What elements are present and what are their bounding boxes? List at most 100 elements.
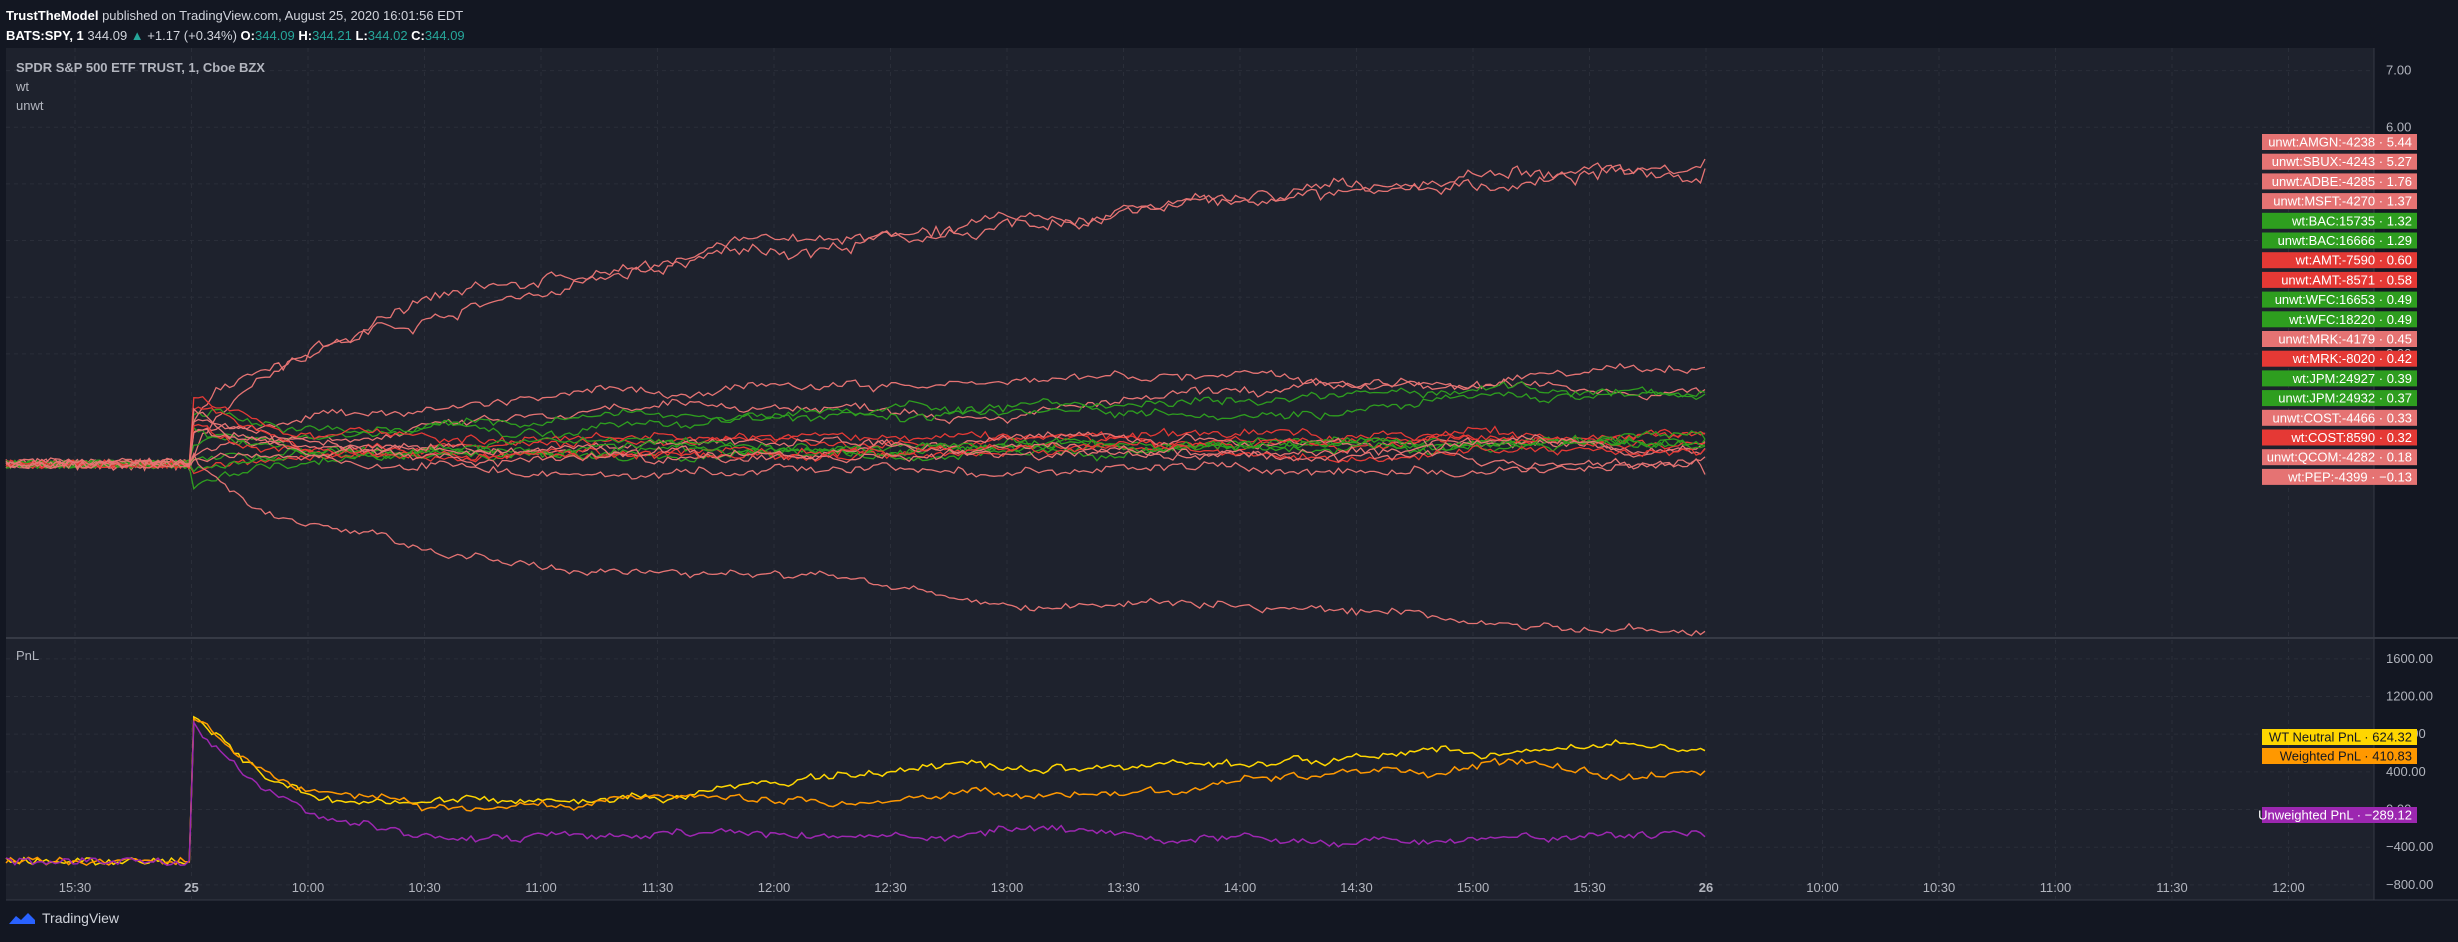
chart-header: TrustTheModel published on TradingView.c… bbox=[6, 6, 465, 46]
value-tag-text: wt:COST:8590 · 0.32 bbox=[2290, 430, 2412, 445]
y-tick-label: 400.00 bbox=[2386, 764, 2426, 779]
x-tick-label: 10:00 bbox=[292, 880, 325, 895]
main-legend-title[interactable]: SPDR S&P 500 ETF TRUST, 1, Cboe BZX bbox=[16, 60, 265, 75]
low-value: 344.02 bbox=[367, 28, 408, 43]
legend-unwt[interactable]: unwt bbox=[16, 98, 44, 113]
value-tag-text: WT Neutral PnL · 624.32 bbox=[2269, 730, 2412, 745]
value-tag-bg bbox=[2262, 429, 2417, 446]
x-tick-label: 11:00 bbox=[525, 880, 557, 895]
value-tag-unwt-wfc-16653: unwt:WFC:16653 · 0.49 bbox=[2262, 291, 2417, 308]
series-line-lower-pep bbox=[5, 452, 1706, 637]
value-tag-bg bbox=[2262, 271, 2417, 288]
value-tag-unweighted-pnl: Unweighted PnL · −289.12 bbox=[2258, 807, 2417, 823]
value-tags: unwt:AMGN:-4238 · 5.44 unwt:SBUX:-4243 · … bbox=[2258, 134, 2417, 823]
author-name[interactable]: TrustTheModel bbox=[6, 8, 99, 23]
value-tag-text: unwt:AMT:-8571 · 0.58 bbox=[2281, 272, 2412, 287]
value-tag-text: unwt:MRK:-4179 · 0.45 bbox=[2278, 332, 2412, 347]
x-tick-label: 15:30 bbox=[1573, 880, 1606, 895]
high-label: H: bbox=[298, 28, 313, 43]
grid-lines bbox=[6, 48, 2374, 899]
up-arrow-icon: ▲ bbox=[130, 28, 144, 43]
legend-wt[interactable]: wt bbox=[16, 79, 29, 94]
close-value: 344.09 bbox=[424, 28, 465, 43]
value-tag-text: unwt:BAC:16666 · 1.29 bbox=[2278, 233, 2412, 248]
price-change: +1.17 (+0.34%) bbox=[147, 28, 237, 43]
time-axis[interactable]: 15:30 25 10:00 10:30 11:00 11:30 12:00 12:30 13:… bbox=[59, 880, 2305, 895]
value-tag-wt-mrk-8020: wt:MRK:-8020 · 0.42 bbox=[2262, 350, 2417, 367]
symbol-label: BATS:SPY, 1 bbox=[6, 28, 84, 43]
value-tag-unwt-mrk-4179: unwt:MRK:-4179 · 0.45 bbox=[2262, 331, 2417, 347]
series-line-unwt-adbe-4285 bbox=[5, 362, 1706, 469]
series-lines bbox=[5, 158, 1706, 867]
tradingview-logo-icon bbox=[9, 913, 35, 924]
value-tag-text: unwt:WFC:16653 · 0.49 bbox=[2275, 292, 2412, 307]
value-tag-bg bbox=[2262, 173, 2417, 190]
y-tick-label: 6.00 bbox=[2386, 119, 2411, 134]
value-tag-bg bbox=[2262, 748, 2417, 764]
series-line-wt-cost-8590 bbox=[5, 423, 1706, 470]
value-tag-text: wt:PEP:-4399 · −0.13 bbox=[2287, 469, 2412, 484]
value-tag-text: wt:JPM:24927 · 0.39 bbox=[2292, 371, 2412, 386]
value-tag-unwt-msft-4270: unwt:MSFT:-4270 · 1.37 bbox=[2262, 193, 2417, 210]
x-tick-label: 15:30 bbox=[59, 880, 92, 895]
value-tag-bg bbox=[2262, 729, 2417, 745]
value-tag-unwt-cost-4466: unwt:COST:-4466 · 0.33 bbox=[2262, 409, 2417, 426]
value-tag-bg bbox=[2262, 134, 2417, 150]
value-tag-bg bbox=[2262, 311, 2417, 328]
x-tick-label: 12:00 bbox=[2272, 880, 2305, 895]
pnl-legend[interactable]: PnL bbox=[16, 648, 40, 663]
open-label: O: bbox=[240, 28, 255, 43]
value-tag-bg bbox=[2262, 193, 2417, 210]
value-tag-text: unwt:COST:-4466 · 0.33 bbox=[2273, 410, 2412, 425]
value-tag-unwt-jpm-24932: unwt:JPM:24932 · 0.37 bbox=[2262, 390, 2417, 407]
value-tag-bg bbox=[2262, 232, 2417, 249]
value-tag-unwt-amgn-4238: unwt:AMGN:-4238 · 5.44 bbox=[2262, 134, 2417, 150]
value-tag-text: unwt:JPM:24932 · 0.37 bbox=[2278, 391, 2412, 406]
main-legend[interactable]: SPDR S&P 500 ETF TRUST, 1, Cboe BZX wt u… bbox=[16, 58, 265, 115]
value-tag-bg bbox=[2262, 390, 2417, 407]
value-tag-bg bbox=[2262, 153, 2417, 170]
brand-name: TradingView bbox=[42, 910, 120, 926]
ohlc-bar: BATS:SPY, 1 344.09 ▲ +1.17 (+0.34%) O: 34… bbox=[6, 28, 465, 43]
value-tag-text: unwt:AMGN:-4238 · 5.44 bbox=[2268, 135, 2412, 150]
value-tag-bg bbox=[2262, 291, 2417, 308]
value-tag-unwt-sbux-4243: unwt:SBUX:-4243 · 5.27 bbox=[2262, 153, 2417, 170]
x-tick-label: 10:00 bbox=[1806, 880, 1839, 895]
series-line-weighted-pnl bbox=[5, 717, 1706, 867]
series-line-unwt-sbux-4243 bbox=[5, 164, 1706, 472]
value-tag-weighted-pnl: Weighted PnL · 410.83 bbox=[2262, 748, 2417, 764]
x-tick-label: 12:00 bbox=[758, 880, 791, 895]
value-tag-text: unwt:MSFT:-4270 · 1.37 bbox=[2273, 194, 2412, 209]
value-tag-text: Weighted PnL · 410.83 bbox=[2280, 749, 2412, 764]
value-tag-text: Unweighted PnL · −289.12 bbox=[2258, 808, 2412, 823]
value-tag-wt-wfc-18220: wt:WFC:18220 · 0.49 bbox=[2262, 311, 2417, 328]
series-line-wt-neutral-pnl bbox=[5, 715, 1706, 866]
value-tag-bg bbox=[2262, 409, 2417, 426]
series-line-unwt-qcom-4282 bbox=[5, 428, 1706, 470]
value-tag-text: unwt:SBUX:-4243 · 5.27 bbox=[2272, 154, 2412, 169]
x-tick-label: 13:00 bbox=[991, 880, 1024, 895]
value-tag-wt-jpm-24927: wt:JPM:24927 · 0.39 bbox=[2262, 370, 2417, 387]
value-tag-bg bbox=[2262, 468, 2417, 485]
x-tick-label: 10:30 bbox=[408, 880, 441, 895]
series-line-unwt-cost-4466 bbox=[5, 434, 1706, 469]
series-line-unwt-bac-16666 bbox=[5, 386, 1706, 469]
value-tag-wt-neutral-pnl: WT Neutral PnL · 624.32 bbox=[2262, 729, 2417, 745]
value-tag-wt-cost-8590: wt:COST:8590 · 0.32 bbox=[2262, 429, 2417, 446]
x-tick-label: 15:00 bbox=[1457, 880, 1490, 895]
x-tick-label: 11:30 bbox=[2156, 880, 2188, 895]
footer-brand[interactable]: TradingView bbox=[8, 910, 119, 926]
y-tick-label: −400.00 bbox=[2386, 839, 2433, 854]
value-tag-bg bbox=[2262, 449, 2417, 466]
x-tick-label: 26 bbox=[1699, 880, 1713, 895]
last-price: 344.09 bbox=[87, 28, 128, 43]
series-line-wt-pep-4399 bbox=[5, 407, 1706, 480]
x-tick-label: 13:30 bbox=[1107, 880, 1140, 895]
x-tick-label: 14:30 bbox=[1340, 880, 1373, 895]
series-line-unweighted-pnl bbox=[5, 719, 1706, 866]
value-tag-text: unwt:QCOM:-4282 · 0.18 bbox=[2267, 450, 2412, 465]
x-tick-label: 12:30 bbox=[874, 880, 907, 895]
chart-background bbox=[6, 48, 2374, 900]
value-tag-wt-pep-4399: wt:PEP:-4399 · −0.13 bbox=[2262, 468, 2417, 485]
